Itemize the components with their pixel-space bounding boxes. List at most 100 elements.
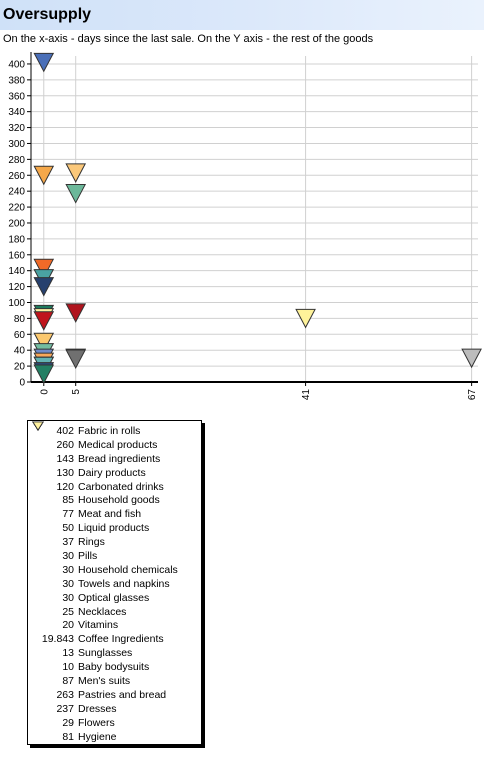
legend-item: 30 Optical glasses [28,421,201,605]
legend-item: 130 Dairy products [28,421,201,480]
legend-label: Bread ingredients [78,452,161,465]
legend-item: 25 Necklaces [28,421,201,619]
triangle-down-icon [32,421,44,431]
legend-label: Dairy products [78,466,146,479]
y-tick-label: 80 [14,314,26,325]
data-point [33,364,55,385]
legend-item: 87 Men's suits [28,421,201,688]
chart-legend: 402 Fabric in rolls 260 Medical products 143… [27,420,202,745]
x-tick-label: 5 [71,389,82,395]
legend-value: 30 [62,591,74,604]
legend-label: Optical glasses [78,591,150,604]
legend-value: 120 [56,480,74,493]
legend-value: 81 [62,730,74,743]
data-point [65,184,87,204]
y-tick-label: 100 [8,298,25,309]
legend-value: 50 [62,522,74,535]
legend-value: 10 [62,661,74,674]
legend-label: Necklaces [78,605,127,618]
x-tick-label: 67 [467,389,478,401]
legend-item: 30 Pills [28,421,201,563]
page-title: Oversupply [3,6,92,23]
legend-value: 77 [62,508,74,521]
data-point [33,277,55,297]
data-point [65,303,87,323]
y-tick-label: 240 [8,187,25,198]
y-tick-label: 380 [8,75,25,86]
legend-item: 77 Meat and fish [28,421,201,521]
data-point [65,349,87,370]
legend-item: 10 Baby bodysuits [28,421,201,674]
legend-value: 30 [62,577,74,590]
legend-label: Vitamins [78,619,119,632]
legend-value: 30 [62,563,74,576]
legend-label: Coffee Ingredients [78,633,164,646]
legend-value: 19.843 [41,633,74,646]
data-point [461,348,482,369]
legend-label: Flowers [78,716,115,729]
x-tick-label: 41 [301,389,312,401]
legend-item: 30 Household chemicals [28,421,201,577]
legend-label: Fabric in rolls [78,424,141,437]
x-tick-label: 0 [39,389,50,395]
legend-label: Liquid products [78,522,150,535]
y-tick-label: 340 [8,107,25,118]
legend-label: Sunglasses [78,647,133,660]
legend-value: 260 [56,438,74,451]
legend-value: 25 [62,605,74,618]
legend-label: Rings [78,536,105,549]
y-tick-label: 60 [14,330,26,341]
legend-label: Meat and fish [78,508,142,521]
legend-item: 13 Sunglasses [28,421,201,660]
y-tick-label: 160 [8,250,25,261]
y-tick-label: 300 [8,139,25,150]
data-point [65,163,87,183]
legend-label: Pastries and bread [78,688,167,701]
legend-item: 19.843 Coffee Ingredients [28,421,201,646]
data-point [33,165,55,186]
title-bar [0,0,484,30]
legend-value: 402 [56,424,74,437]
chart-subtitle: On the x-axis - days since the last sale… [3,33,374,45]
legend-item: 263 Pastries and bread [28,421,201,702]
legend-item: 237 Dresses [28,421,201,716]
legend-item: 50 Liquid products [28,421,201,535]
legend-item: 85 Household goods [28,421,201,507]
legend-value: 29 [62,716,74,729]
legend-item: 81 Hygiene [28,421,201,744]
legend-value: 37 [62,536,74,549]
legend-label: Household chemicals [78,563,178,576]
legend-value: 143 [56,452,74,465]
legend-value: 30 [62,549,74,562]
legend-item: 402 Fabric in rolls [28,421,201,438]
data-point [33,332,55,353]
legend-value: 13 [62,647,74,660]
data-point [33,52,55,73]
y-tick-label: 280 [8,155,25,166]
legend-label: Baby bodysuits [78,661,150,674]
y-tick-label: 220 [8,203,25,214]
data-point [33,258,55,279]
y-tick-label: 20 [14,362,26,373]
legend-label: Towels and napkins [78,577,170,590]
y-tick-label: 400 [8,59,25,70]
scatter-chart: 0 20 40 60 80 100 120 140 160 180 200 220 240 260 280 3… [8,52,482,401]
y-tick-label: 200 [8,218,25,229]
legend-item: 37 Rings [28,421,201,549]
y-tick-label: 260 [8,171,25,182]
legend-value: 263 [56,688,74,701]
legend-value: 85 [62,494,74,507]
legend-label: Dresses [78,702,117,715]
y-tick-label: 140 [8,266,25,277]
legend-value: 87 [62,674,74,687]
legend-label: Household goods [78,494,160,507]
legend-value: 130 [56,466,74,479]
y-tick-label: 360 [8,91,25,102]
legend-item: 30 Towels and napkins [28,421,201,591]
legend-value: 237 [56,702,74,715]
data-point [33,311,55,331]
y-tick-label: 320 [8,123,25,134]
legend-value: 20 [62,619,74,632]
y-tick-label: 180 [8,234,25,245]
y-tick-label: 40 [14,346,26,357]
